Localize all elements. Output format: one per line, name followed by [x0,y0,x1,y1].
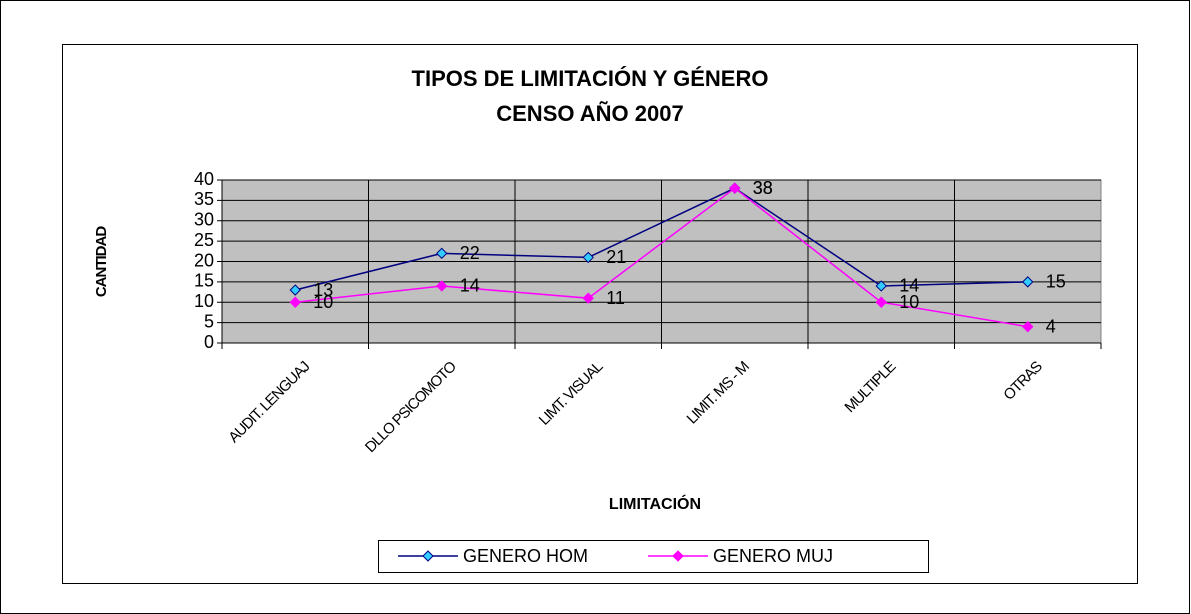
y-tick-label: 40 [194,169,214,189]
data-label: 10 [899,292,919,312]
data-label: 11 [606,288,625,308]
data-label: 14 [899,276,919,296]
data-point [289,284,301,296]
chart-subtitle: CENSO AÑO 2007 [496,101,683,126]
legend-label: GENERO MUJ [713,546,833,566]
legend-marker [672,550,684,562]
data-label: 21 [606,247,626,267]
data-point [729,182,741,194]
y-tick-label: 0 [204,332,214,352]
data-point [582,292,594,304]
data-point [582,251,594,264]
data-label: 15 [1046,272,1066,292]
data-point [436,247,448,260]
data-point [289,296,301,308]
data-point [875,296,887,308]
y-tick-label: 10 [194,291,214,311]
data-label: 38 [753,178,773,198]
data-point [436,280,448,292]
data-label: 14 [460,276,480,296]
data-point [1022,320,1034,333]
chart-title: TIPOS DE LIMITACIÓN Y GÉNERO [412,66,769,91]
y-tick-label: 30 [194,210,214,230]
data-point [875,280,887,292]
y-tick-label: 35 [194,189,214,209]
series-line [295,187,1028,291]
y-tick-label: 5 [204,311,214,331]
x-axis-title: LIMITACIÓN [609,494,701,513]
data-point [1022,276,1034,288]
legend-marker [422,550,434,562]
series-line [295,187,1028,328]
legend-label: GENERO HOM [463,546,588,566]
data-label: 13 [313,280,333,300]
data-label: 38 [753,178,773,198]
y-tick-label: 15 [194,271,214,291]
data-label: 10 [313,292,333,312]
y-tick-label: 20 [194,250,214,270]
y-axis-title: CANTIDAD [93,226,110,297]
data-label: 4 [1046,316,1056,336]
data-label: 22 [460,243,480,263]
y-tick-label: 25 [194,230,214,250]
